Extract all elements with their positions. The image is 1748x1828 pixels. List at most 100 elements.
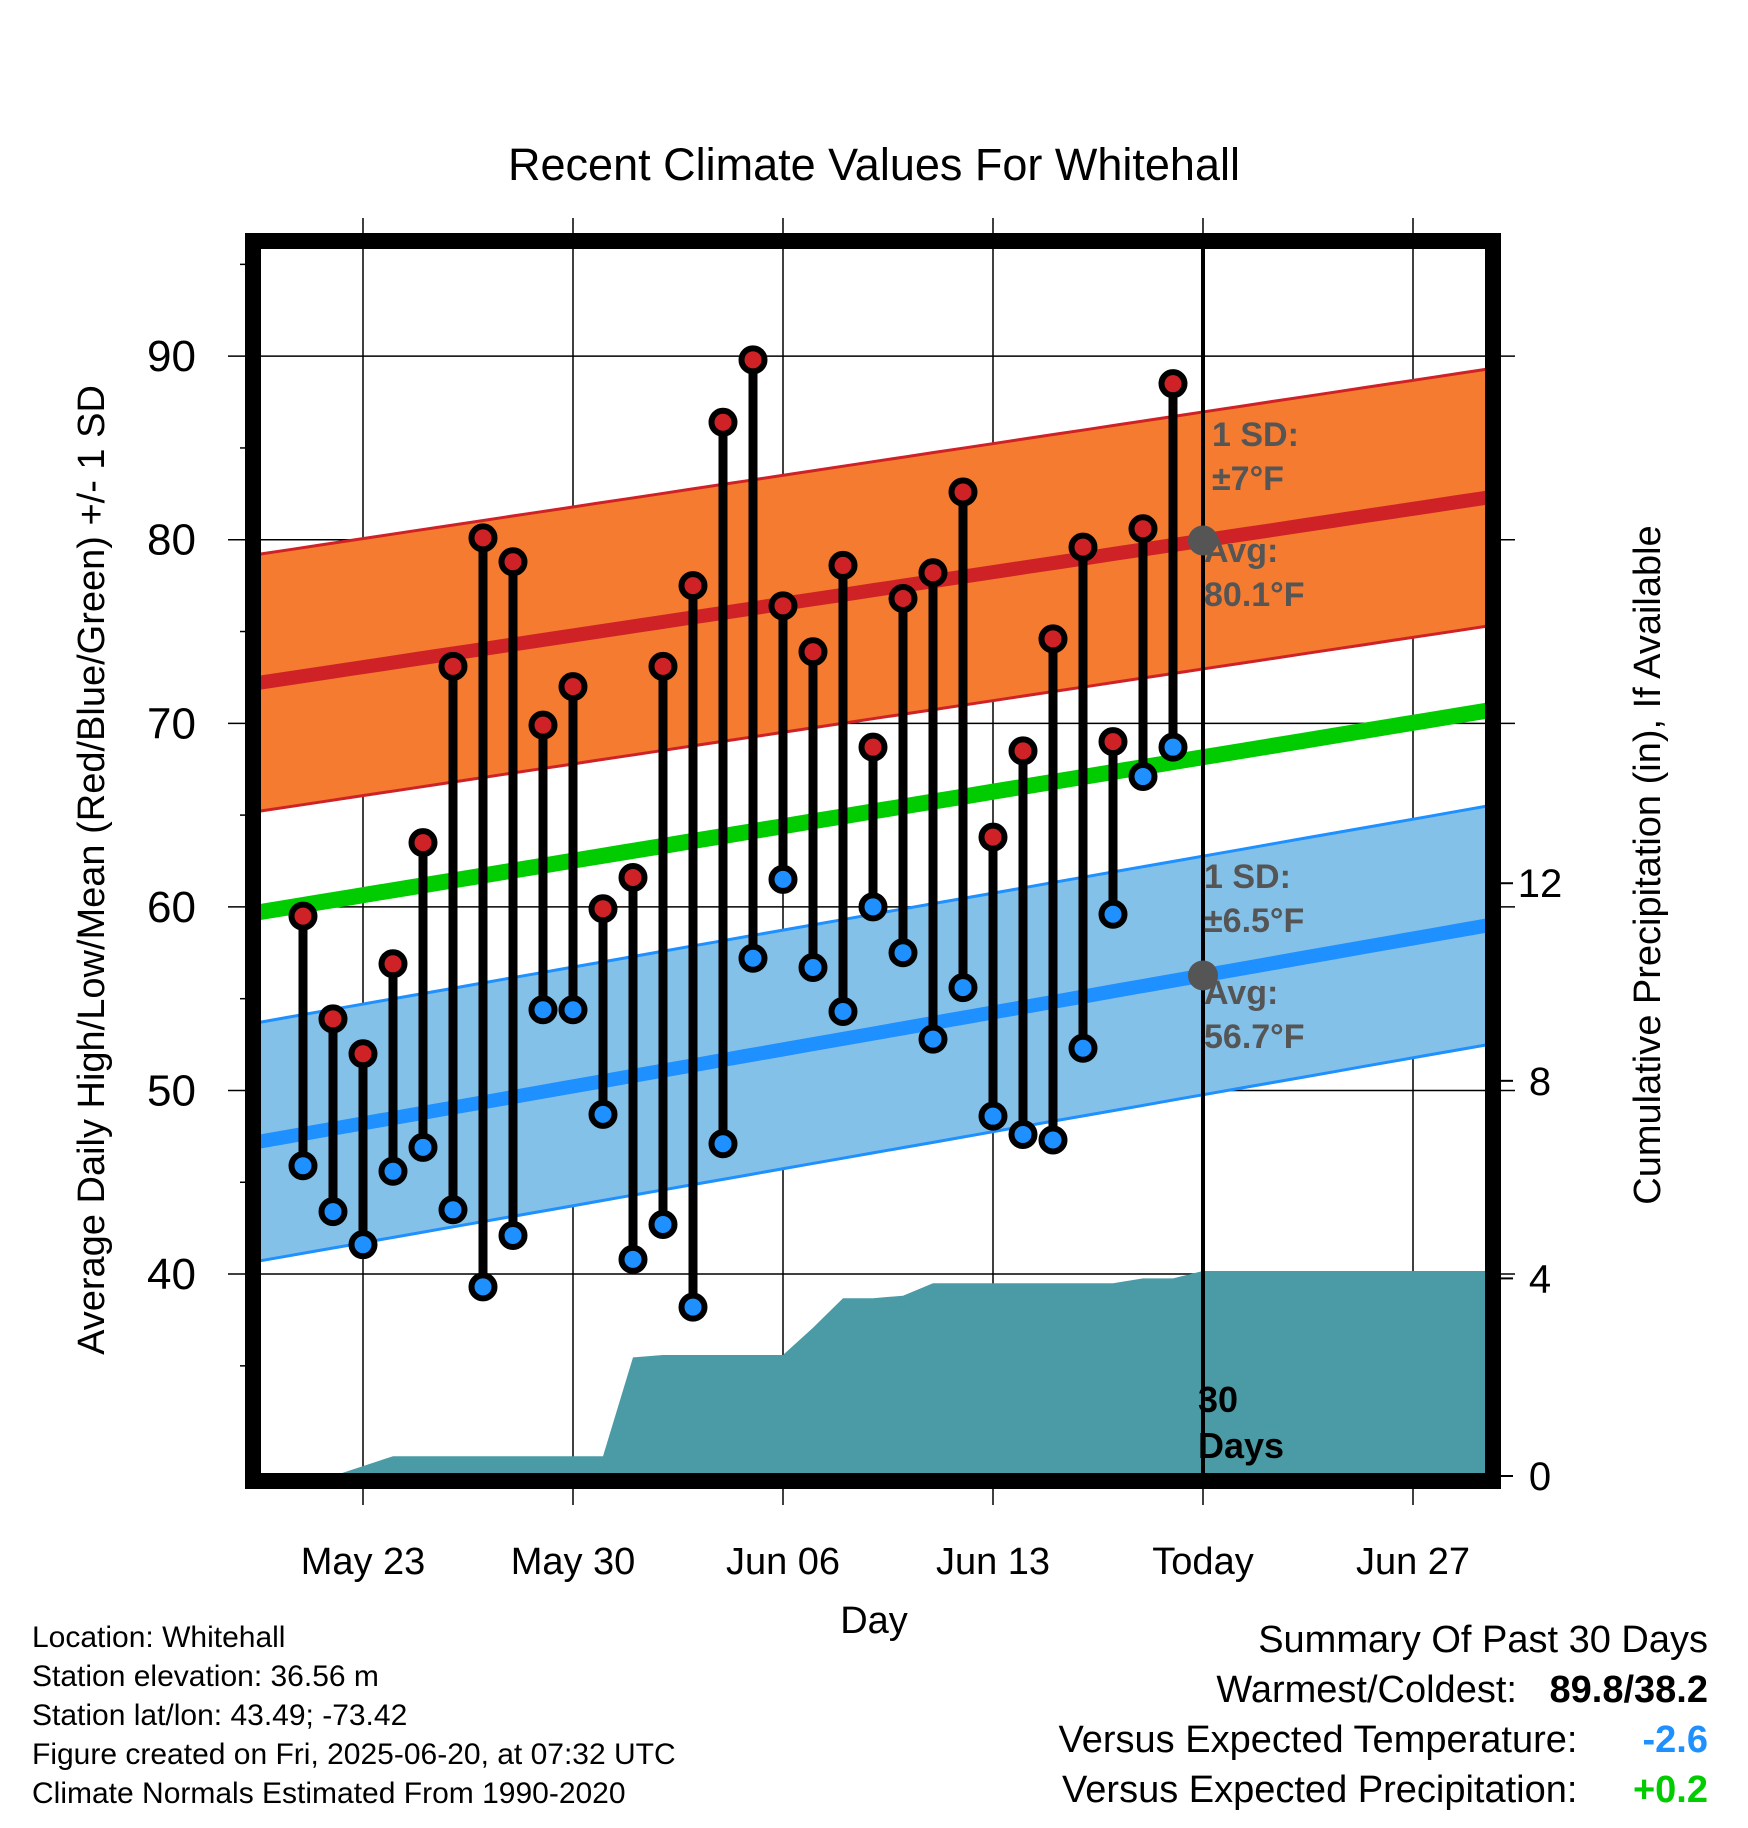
y-right-tick-label: 12 xyxy=(1518,862,1563,906)
daily-low-point xyxy=(468,1272,498,1302)
daily-high-point xyxy=(1128,514,1158,544)
daily-low-point xyxy=(858,892,888,922)
low-sd-label: 1 SD: xyxy=(1204,858,1291,896)
daily-high-point xyxy=(468,523,498,553)
daily-low-point xyxy=(1068,1033,1098,1063)
daily-high-point xyxy=(828,550,858,580)
x-tick-label: May 30 xyxy=(511,1541,636,1583)
today-normal-high-marker xyxy=(1188,525,1218,556)
y-tick-label: 60 xyxy=(147,883,196,932)
daily-high-point xyxy=(588,894,618,924)
today-normal-low-marker xyxy=(1188,960,1218,991)
daily-high-point xyxy=(948,477,978,507)
daily-low-point xyxy=(768,864,798,894)
chart-title: Recent Climate Values For Whitehall xyxy=(508,139,1240,190)
daily-low-point xyxy=(648,1209,678,1239)
daily-low-point xyxy=(588,1099,618,1129)
period-unit: Days xyxy=(1198,1425,1284,1466)
daily-high-point xyxy=(1008,736,1038,766)
daily-low-point xyxy=(948,973,978,1003)
daily-low-point xyxy=(1008,1120,1038,1150)
daily-high-point xyxy=(1098,727,1128,757)
normal-low-line xyxy=(256,918,1490,1149)
climate-normals-period: Climate Normals Estimated From 1990-2020 xyxy=(32,1777,626,1810)
daily-high-point xyxy=(378,949,408,979)
daily-low-point xyxy=(318,1197,348,1227)
temp-anomaly-value: -2.6 xyxy=(1642,1719,1708,1761)
daily-high-point xyxy=(648,651,678,681)
y-right-tick-label: 4 xyxy=(1529,1257,1551,1301)
daily-high-point xyxy=(1038,624,1068,654)
x-tick-label: May 23 xyxy=(301,1541,426,1583)
daily-high-point xyxy=(1068,532,1098,562)
precip-label: Versus Expected Precipitation: xyxy=(1062,1769,1578,1811)
x-tick-label: Jun 13 xyxy=(936,1541,1050,1583)
high-avg-value: 80.1°F xyxy=(1204,576,1305,614)
high-avg-label: Avg: xyxy=(1204,532,1278,570)
y-right-tick-label: 8 xyxy=(1529,1060,1551,1104)
daily-low-point xyxy=(528,995,558,1025)
precip-anomaly-value: +0.2 xyxy=(1632,1769,1708,1811)
y-tick-label: 50 xyxy=(147,1066,196,1115)
daily-low-point xyxy=(498,1221,528,1251)
daily-low-point xyxy=(378,1156,408,1186)
daily-low-point xyxy=(438,1195,468,1225)
figure-created: Figure created on Fri, 2025-06-20, at 07… xyxy=(32,1738,676,1771)
y-axis-label: Average Daily High/Low/Mean (Red/Blue/Gr… xyxy=(71,385,113,1355)
y-tick-label: 80 xyxy=(147,516,196,565)
daily-low-point xyxy=(798,952,828,982)
daily-high-point xyxy=(498,547,528,577)
plot-area: 1 SD: ±7°F Avg: 80.1°F 1 SD: ±6.5°F Avg: 56.7°F… xyxy=(147,218,1562,1583)
y-tick-label: 40 xyxy=(147,1250,196,1299)
daily-low-point xyxy=(738,943,768,973)
high-sd-band-lower-edge xyxy=(257,624,1489,813)
summary-precip-row: Versus Expected Precipitation: +0.2 xyxy=(1059,1765,1708,1815)
low-avg-label: Avg: xyxy=(1204,974,1278,1012)
daily-low-point xyxy=(558,995,588,1025)
daily-high-point xyxy=(348,1039,378,1069)
x-tick-label: Today xyxy=(1152,1541,1253,1583)
x-tick-label: Jun 06 xyxy=(726,1541,840,1583)
low-avg-value: 56.7°F xyxy=(1204,1018,1305,1056)
daily-high-point xyxy=(798,637,828,667)
daily-high-point xyxy=(528,710,558,740)
station-info: Location: Whitehall Station elevation: 3… xyxy=(32,1618,676,1813)
daily-low-point xyxy=(1098,899,1128,929)
daily-high-point xyxy=(888,583,918,613)
station-elevation: Station elevation: 36.56 m xyxy=(32,1660,379,1693)
daily-high-point xyxy=(768,591,798,621)
summary-warm-cold-row: Warmest/Coldest: 89.8/38.2 xyxy=(1059,1665,1708,1715)
low-sd-value: ±6.5°F xyxy=(1204,902,1304,940)
high-sd-band-upper-edge xyxy=(257,367,1489,556)
summary-temp-row: Versus Expected Temperature: -2.6 xyxy=(1059,1715,1708,1765)
daily-high-point xyxy=(618,863,648,893)
y-right-tick-label: 0 xyxy=(1529,1455,1551,1499)
high-sd-label: 1 SD: xyxy=(1212,416,1299,454)
plot-frame xyxy=(245,233,1501,1489)
daily-low-point xyxy=(678,1292,708,1322)
daily-low-point xyxy=(1158,732,1188,762)
daily-low-point xyxy=(708,1129,738,1159)
cumulative-precip-area xyxy=(333,1271,1488,1476)
period-number: 30 xyxy=(1198,1379,1238,1420)
daily-low-point xyxy=(888,938,918,968)
daily-low-point xyxy=(1038,1125,1068,1155)
daily-low-point xyxy=(978,1101,1008,1131)
daily-high-point xyxy=(708,407,738,437)
summary-panel: Summary Of Past 30 Days Warmest/Coldest:… xyxy=(1059,1615,1708,1815)
daily-high-point xyxy=(438,651,468,681)
summary-title: Summary Of Past 30 Days xyxy=(1258,1619,1708,1661)
daily-low-point xyxy=(408,1132,438,1162)
y-axis-right-label: Cumulative Precipitation (in), If Availa… xyxy=(1627,525,1669,1204)
daily-low-point xyxy=(828,997,858,1027)
daily-low-point xyxy=(618,1244,648,1274)
station-latlon: Station lat/lon: 43.49; -73.42 xyxy=(32,1699,408,1732)
daily-low-point xyxy=(918,1024,948,1054)
daily-high-point xyxy=(858,732,888,762)
high-sd-value: ±7°F xyxy=(1212,460,1284,498)
y-tick-label: 90 xyxy=(147,332,196,381)
y-tick-label: 70 xyxy=(147,699,196,748)
warm-cold-value: 89.8/38.2 xyxy=(1549,1669,1708,1711)
daily-low-point xyxy=(1128,762,1158,792)
